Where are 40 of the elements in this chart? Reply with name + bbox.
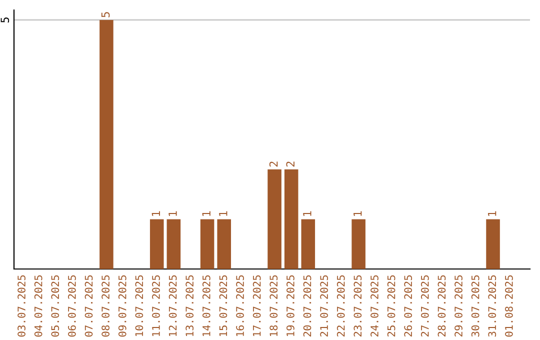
- x-tick-label: 03.07.2025: [18, 275, 26, 337]
- x-tick-label: 05.07.2025: [51, 275, 60, 337]
- x-tick-label: 26.07.2025: [404, 275, 412, 336]
- data-label: 1: [219, 211, 228, 216]
- x-tick-label: 27.07.2025: [420, 275, 429, 336]
- data-label: 1: [152, 211, 160, 216]
- x-tick-label: 22.07.2025: [336, 275, 345, 336]
- x-tick-label: 01.08.2025: [505, 275, 513, 337]
- data-label: 1: [168, 211, 177, 216]
- data-label: 5: [101, 12, 110, 18]
- data-label: 1: [488, 211, 496, 216]
- x-tick-label: 30.07.2025: [471, 275, 480, 337]
- x-tick-label: 09.07.2025: [118, 275, 126, 337]
- x-tick-label: 25.07.2025: [387, 275, 396, 336]
- x-tick-label: 15.07.2025: [219, 275, 228, 336]
- data-label: 2: [269, 162, 278, 167]
- x-tick-label: 20.07.2025: [303, 275, 312, 336]
- x-tick-label: 24.07.2025: [370, 275, 378, 336]
- x-tick-label: 14.07.2025: [202, 275, 210, 336]
- data-label: 2: [286, 162, 294, 167]
- x-tick-label: 16.07.2025: [236, 275, 244, 336]
- x-tick-label: 11.07.2025: [152, 275, 160, 336]
- x-tick-label: 28.07.2025: [438, 275, 446, 336]
- x-tick-label: 12.07.2025: [168, 275, 177, 336]
- data-label: 1: [303, 211, 312, 216]
- x-tick-label: 21.07.2025: [320, 275, 328, 336]
- x-tick-label: 17.07.2025: [252, 275, 261, 336]
- data-label: 1: [202, 211, 210, 216]
- data-label: 1: [354, 211, 362, 216]
- x-tick-label: 19.07.2025: [286, 275, 294, 336]
- x-tick-label: 10.07.2025: [135, 275, 144, 336]
- x-tick-label: 31.07.2025: [488, 275, 496, 337]
- x-tick-label: 08.07.2025: [102, 275, 110, 337]
- x-tick-label: 06.07.2025: [68, 275, 76, 337]
- x-tick-label: 04.07.2025: [34, 275, 42, 337]
- x-tick-label: 29.07.2025: [454, 275, 462, 336]
- x-tick-label: 18.07.2025: [270, 275, 278, 336]
- x-tick-label: 13.07.2025: [186, 275, 194, 336]
- x-tick-label: 07.07.2025: [84, 275, 93, 337]
- x-tick-label: 23.07.2025: [354, 275, 362, 336]
